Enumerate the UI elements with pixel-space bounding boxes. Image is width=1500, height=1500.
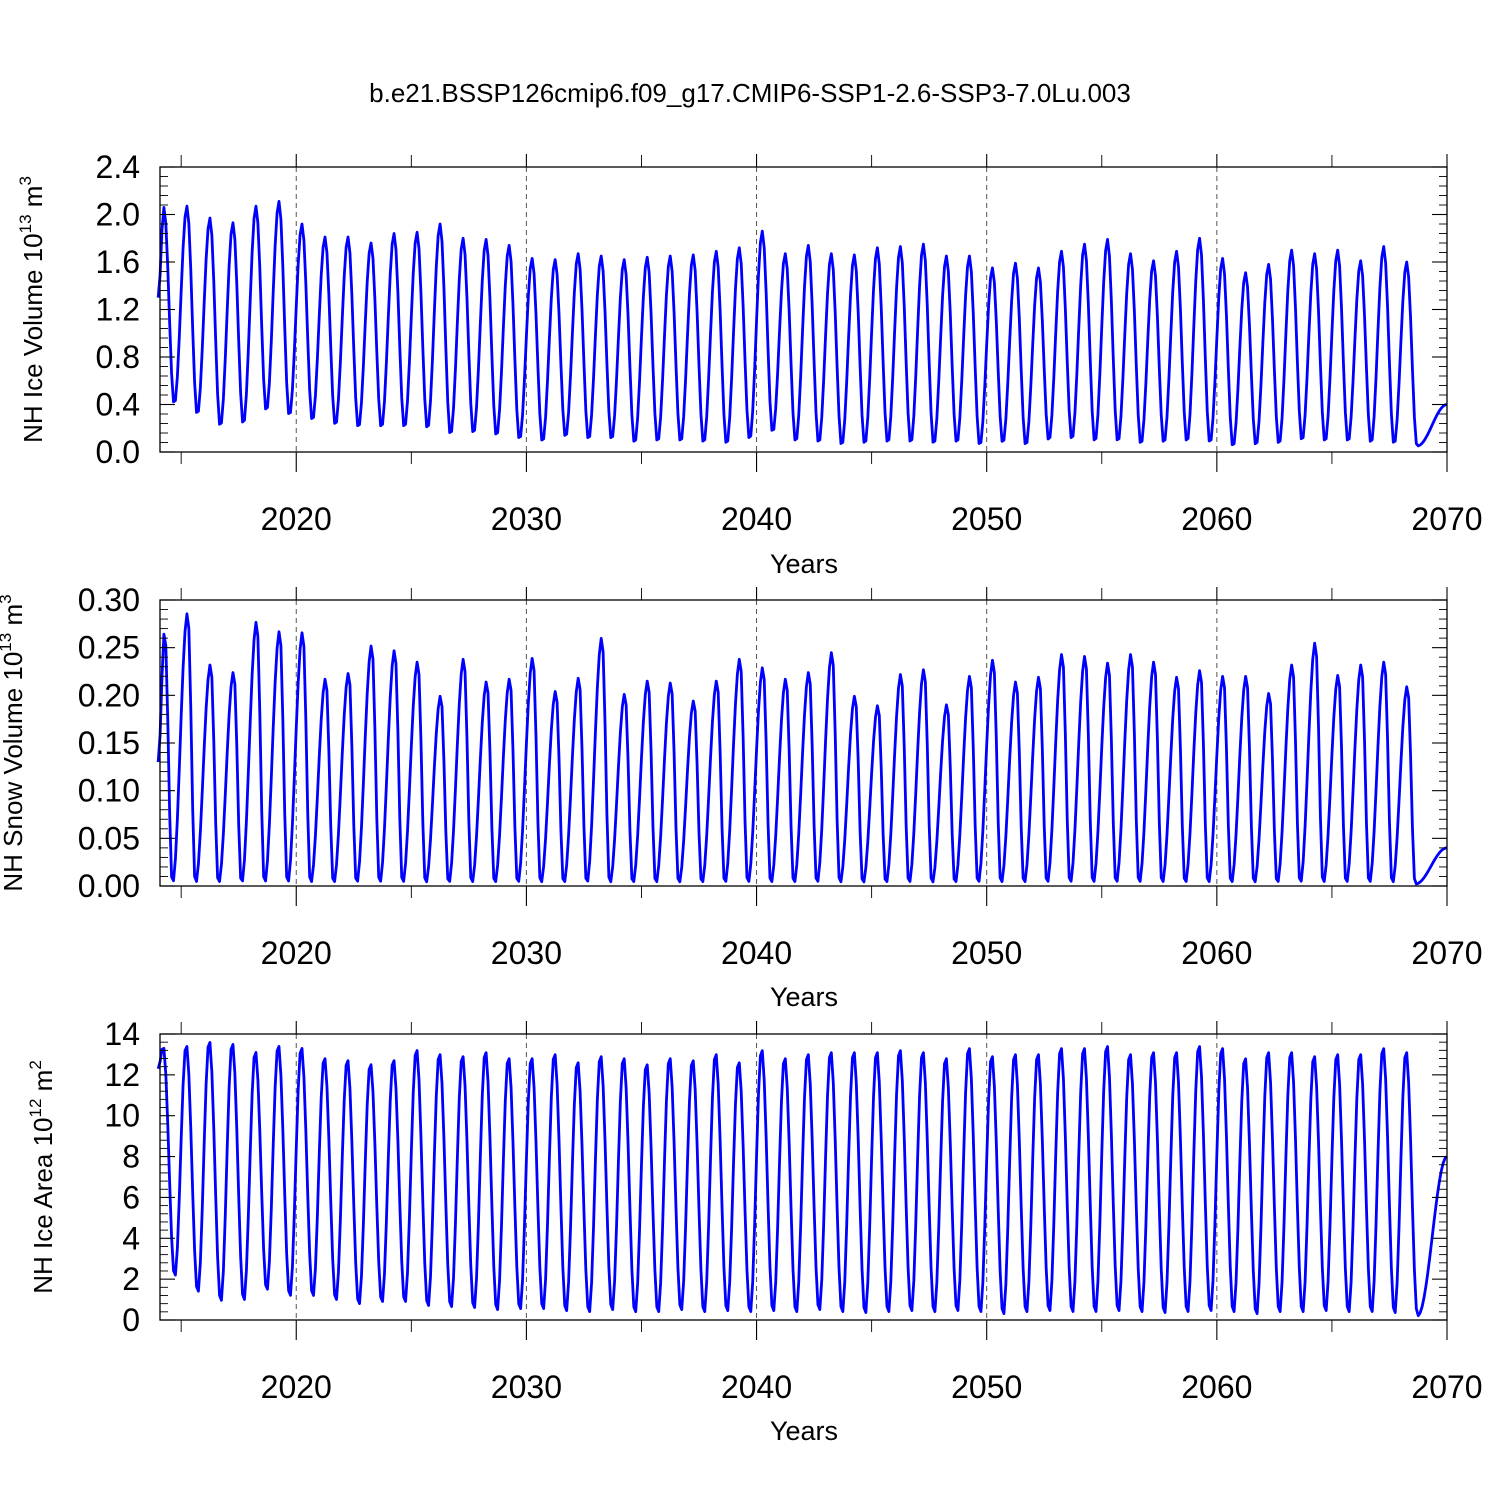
y-tick-label-4: 4 xyxy=(122,1220,140,1256)
x-tick-label-2060: 2060 xyxy=(1181,935,1252,971)
y-tick-label-2: 2 xyxy=(122,1261,140,1297)
y-tick-label-0.4: 0.4 xyxy=(96,387,140,423)
series-line-ice-area xyxy=(156,1041,1448,1318)
x-tick-label-2070: 2070 xyxy=(1411,935,1482,971)
x-tick-label-2040: 2040 xyxy=(721,935,792,971)
x-tick-label-2020: 2020 xyxy=(261,935,332,971)
x-tick-label-2060: 2060 xyxy=(1181,501,1252,537)
y-axis-label-text: NH Ice Area 1012 m2 xyxy=(26,1060,58,1294)
vertical-gridlines xyxy=(295,1034,1218,1320)
axis-ticks: 2020 2030 2040 2050 2060 2070 0.00 0.05 0.10 0.15… xyxy=(78,582,1483,971)
y-tick-label-6: 6 xyxy=(122,1179,140,1215)
y-axis-label-text: NH Ice Volume 1013 m3 xyxy=(16,176,48,443)
x-tick-label-2040: 2040 xyxy=(721,501,792,537)
axis-ticks: 2020 2030 2040 2050 2060 2070 0 2 4 6 8 10 12 14 xyxy=(104,1016,1482,1405)
y-tick-label-10: 10 xyxy=(104,1098,140,1134)
x-axis-label: Years xyxy=(770,982,838,1012)
y-axis-label: NH Snow Volume 1013 m3 xyxy=(0,594,28,891)
x-tick-label-2050: 2050 xyxy=(951,935,1022,971)
x-tick-label-2050: 2050 xyxy=(951,501,1022,537)
x-tick-label-2030: 2030 xyxy=(491,501,562,537)
series-line-ice-volume xyxy=(156,200,1448,448)
axis-ticks: 2020 2030 2040 2050 2060 2070 0.0 0.4 0.8 1.2 1.6 2… xyxy=(96,149,1483,537)
x-tick-label-2070: 2070 xyxy=(1411,501,1482,537)
y-tick-label-0: 0 xyxy=(122,1302,140,1338)
y-tick-label-1.2: 1.2 xyxy=(96,292,140,328)
vertical-gridlines xyxy=(295,600,1218,886)
y-tick-label-0: 0.0 xyxy=(96,434,140,470)
y-axis-label: NH Ice Volume 1013 m3 xyxy=(16,176,48,443)
figure-title: b.e21.BSSP126cmip6.f09_g17.CMIP6-SSP1-2.… xyxy=(369,78,1131,108)
y-tick-label-0.1: 0.10 xyxy=(78,773,140,809)
vertical-gridlines xyxy=(295,167,1218,452)
y-axis-label-text: NH Snow Volume 1013 m3 xyxy=(0,594,28,891)
x-tick-label-2070: 2070 xyxy=(1411,1369,1482,1405)
x-tick-label-2030: 2030 xyxy=(491,1369,562,1405)
x-tick-label-2060: 2060 xyxy=(1181,1369,1252,1405)
x-axis-label: Years xyxy=(770,1416,838,1446)
y-tick-label-0.3: 0.30 xyxy=(78,582,140,618)
y-tick-label-1.6: 1.6 xyxy=(96,244,140,280)
y-tick-label-0.2: 0.20 xyxy=(78,677,140,713)
panel-ice-volume: 2020 2030 2040 2050 2060 2070 0.0 0.4 0.8 1.2 1.6 2… xyxy=(16,149,1483,579)
y-tick-label-0.8: 0.8 xyxy=(96,339,140,375)
y-tick-label-2.4: 2.4 xyxy=(96,149,140,185)
x-tick-label-2050: 2050 xyxy=(951,1369,1022,1405)
plot-frame xyxy=(159,1033,1448,1321)
x-tick-label-2030: 2030 xyxy=(491,935,562,971)
panel-ice-area: 2020 2030 2040 2050 2060 2070 0 2 4 6 8 10 12 14 NH I… xyxy=(26,1016,1483,1446)
series-layer xyxy=(156,1041,1448,1318)
y-tick-label-0: 0.00 xyxy=(78,868,140,904)
y-tick-label-12: 12 xyxy=(104,1057,140,1093)
x-axis-label: Years xyxy=(770,549,838,579)
x-tick-label-2040: 2040 xyxy=(721,1369,792,1405)
panel-snow-volume: 2020 2030 2040 2050 2060 2070 0.00 0.05 0.10 0.15… xyxy=(0,582,1483,1012)
y-tick-label-0.05: 0.05 xyxy=(78,820,140,856)
y-tick-label-8: 8 xyxy=(122,1139,140,1175)
series-line-snow-volume xyxy=(156,612,1448,886)
y-tick-label-0.25: 0.25 xyxy=(78,630,140,666)
y-tick-label-2: 2.0 xyxy=(96,197,140,233)
y-axis-label: NH Ice Area 1012 m2 xyxy=(26,1060,58,1294)
y-tick-label-14: 14 xyxy=(104,1016,140,1052)
x-tick-label-2020: 2020 xyxy=(261,1369,332,1405)
series-layer xyxy=(156,200,1448,448)
y-tick-label-0.15: 0.15 xyxy=(78,725,140,761)
x-tick-label-2020: 2020 xyxy=(261,501,332,537)
series-layer xyxy=(156,612,1448,886)
